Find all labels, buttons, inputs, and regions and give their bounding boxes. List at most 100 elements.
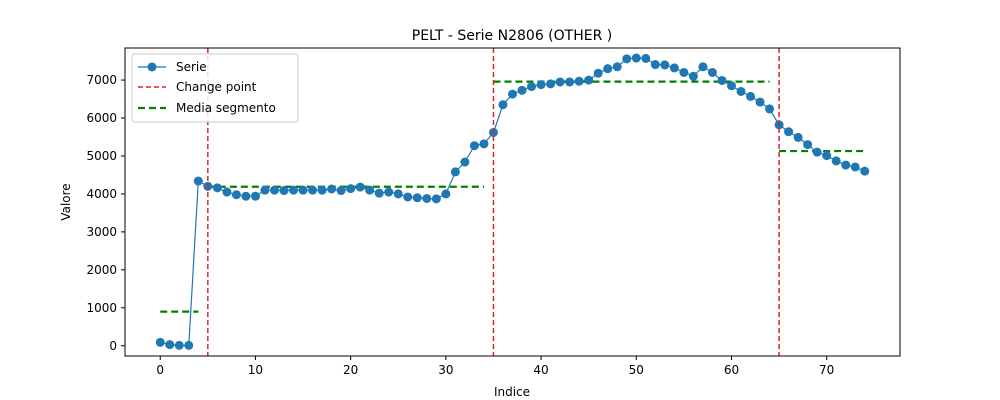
series-point — [165, 340, 175, 350]
legend-series-marker — [147, 62, 157, 72]
series-point — [726, 81, 736, 91]
series-point — [346, 184, 356, 194]
series-point — [831, 156, 841, 166]
series-point — [536, 80, 546, 90]
series-point — [755, 97, 765, 107]
x-tick-label: 60 — [724, 363, 739, 377]
series-point — [279, 186, 289, 196]
x-tick-label: 30 — [438, 363, 453, 377]
series-point — [669, 63, 679, 73]
series-point — [431, 194, 441, 204]
series-point — [641, 53, 651, 63]
series-point — [622, 54, 632, 64]
series-point — [479, 139, 489, 149]
series-point — [212, 183, 222, 193]
series-point — [812, 147, 822, 157]
x-axis: 0 10 20 30 40 50 60 70 — [156, 356, 834, 377]
series-point — [746, 91, 756, 101]
legend-series-label: Serie — [176, 60, 207, 74]
series-point — [393, 189, 403, 199]
series-point — [612, 62, 622, 72]
series-point — [441, 189, 451, 199]
series-point — [546, 79, 556, 89]
series-point — [822, 151, 832, 161]
series-point — [793, 132, 803, 142]
series-point — [174, 340, 184, 350]
series-point — [717, 75, 727, 85]
series-point — [660, 60, 670, 70]
series-point — [508, 89, 517, 99]
series-point — [450, 167, 460, 177]
series-point — [850, 162, 860, 172]
series-point — [736, 86, 746, 96]
series-point — [527, 82, 537, 92]
series-point — [317, 185, 327, 195]
series-point — [679, 67, 689, 77]
legend-segment-mean-label: Media segmento — [176, 101, 276, 115]
legend-box — [131, 53, 299, 123]
x-tick-label: 50 — [629, 363, 644, 377]
series-point — [327, 184, 337, 194]
y-tick-label: 3000 — [86, 225, 117, 239]
legend: Serie Change point Media segmento — [131, 53, 299, 123]
series-point — [289, 185, 299, 195]
series-point — [555, 77, 565, 87]
series-point — [384, 187, 394, 197]
series-point — [574, 76, 584, 86]
y-tick-label: 2000 — [86, 263, 117, 277]
series-point — [260, 185, 270, 195]
series-point — [860, 166, 870, 176]
series-point — [412, 193, 422, 203]
series-point — [422, 193, 432, 203]
series-point — [460, 157, 470, 167]
x-tick-label: 20 — [343, 363, 358, 377]
series-point — [374, 188, 384, 198]
series-point — [308, 185, 318, 195]
y-tick-label: 6000 — [86, 111, 117, 125]
series-point — [469, 141, 479, 151]
series-point — [784, 127, 794, 137]
x-tick-label: 40 — [533, 363, 548, 377]
y-axis-label: Valore — [59, 183, 73, 220]
plot-frame — [124, 47, 901, 357]
x-tick-label: 10 — [248, 363, 263, 377]
series-point — [193, 176, 203, 186]
series-point — [269, 185, 279, 195]
series-point — [498, 100, 508, 110]
y-tick-label: 4000 — [86, 187, 117, 201]
series-point — [184, 340, 194, 350]
chart-title: PELT - Serie N2806 (OTHER ) — [412, 28, 612, 44]
series-point — [155, 337, 165, 347]
y-tick-label: 5000 — [86, 149, 117, 163]
series-point — [336, 186, 346, 196]
y-tick-label: 1000 — [86, 301, 117, 315]
series-point — [231, 190, 241, 200]
series-point — [517, 85, 527, 95]
series-point — [650, 60, 660, 70]
series-point — [698, 62, 708, 72]
series-point — [565, 77, 575, 87]
y-tick-label: 7000 — [86, 73, 117, 87]
series-point — [222, 187, 232, 197]
series-point — [593, 68, 603, 78]
y-axis: 0 1000 2000 3000 4000 5000 6000 7000 — [86, 73, 125, 353]
series-point — [688, 71, 698, 81]
series-point — [355, 182, 365, 192]
series-point — [841, 160, 851, 170]
x-tick-label: 0 — [156, 363, 164, 377]
series-point — [365, 185, 375, 195]
series-point — [765, 104, 775, 114]
series-point — [631, 53, 641, 63]
series-point — [584, 75, 594, 85]
series-point — [803, 140, 813, 150]
series-point — [250, 191, 260, 201]
x-axis-label: Indice — [494, 385, 530, 399]
y-tick-label: 0 — [109, 339, 117, 353]
series-point — [403, 192, 413, 202]
series-point — [241, 191, 251, 201]
x-tick-label: 70 — [819, 363, 834, 377]
series-point — [603, 64, 613, 74]
series-point — [298, 185, 308, 195]
legend-change-point-label: Change point — [176, 80, 257, 94]
